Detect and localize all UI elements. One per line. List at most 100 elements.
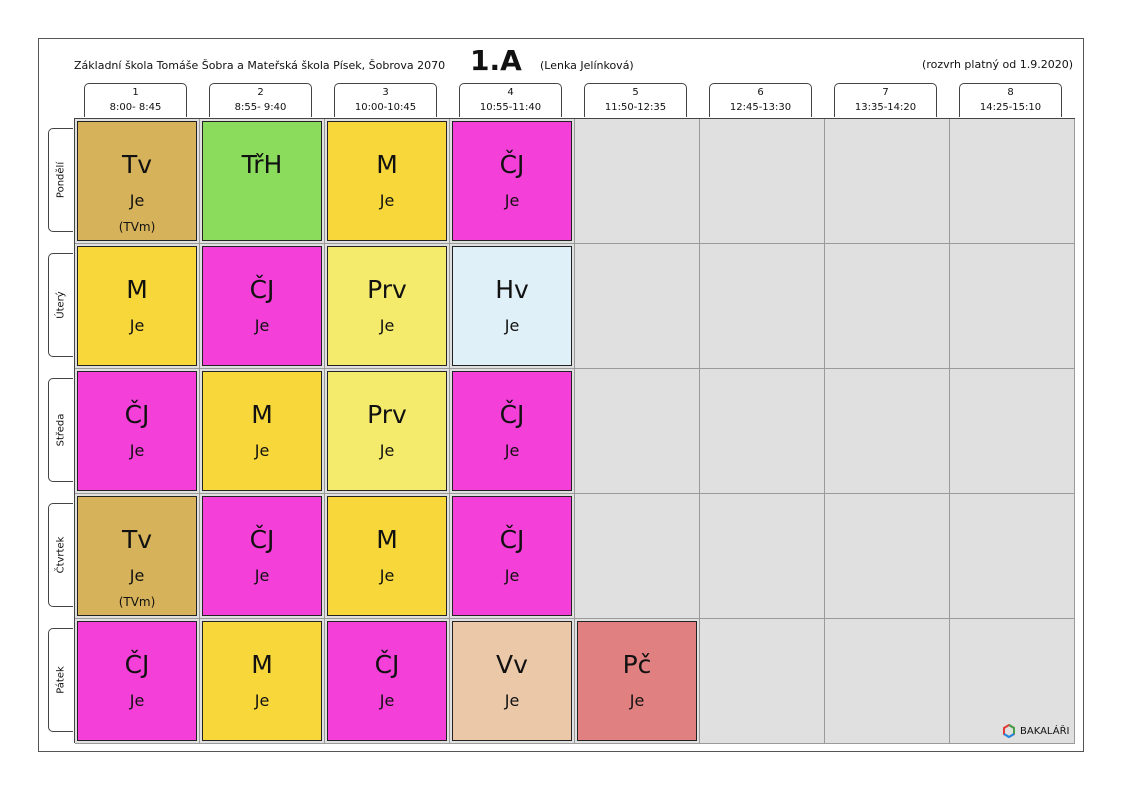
lesson-teacher: Je [254,566,270,585]
timetable-grid: Tv Je (TVm) TřH M Je ČJ Je M Je ČJ Je Prv Je Hv Je ČJ Je M… [74,118,1075,744]
lesson-teacher: Je [504,191,520,210]
empty-cell [825,494,950,619]
lesson-subject: ČJ [249,525,275,554]
bakalari-logo: BAKALÁŘI [1002,724,1069,738]
period-time: 14:25-15:10 [979,102,1042,113]
lesson-subject: ČJ [124,650,150,679]
lesson-cell: ČJ Je [200,494,325,619]
lesson-cell: Vv Je [450,619,575,744]
lesson-teacher: Je [379,691,395,710]
class-name: 1.A [470,44,522,77]
lesson-subject: Pč [622,650,652,679]
lesson-card: Pč Je [577,621,697,741]
day-label-2: Úterý [48,253,73,357]
lesson-card: M Je [327,121,447,241]
lesson-card: Hv Je [452,246,572,366]
period-header-8: 8 14:25-15:10 [959,83,1062,117]
lesson-card: Prv Je [327,371,447,491]
empty-cell [575,119,700,244]
lesson-teacher: Je [504,316,520,335]
lesson-subject: ČJ [499,150,525,179]
lesson-cell: ČJ Je [450,119,575,244]
lesson-cell: M Je [325,119,450,244]
empty-cell [575,244,700,369]
lesson-cell: Tv Je (TVm) [75,119,200,244]
period-number: 3 [382,87,389,98]
lesson-subject: Prv [367,400,407,429]
empty-cell [950,619,1075,744]
period-time: 10:00-10:45 [354,102,417,113]
lesson-subject: ČJ [374,650,400,679]
lesson-card: M Je [202,371,322,491]
period-number: 1 [132,87,139,98]
lesson-teacher: Je [129,191,145,210]
bakalari-logo-text: BAKALÁŘI [1020,725,1070,737]
period-time: 11:50-12:35 [604,102,667,113]
lesson-card: M Je [327,496,447,616]
day-label-4: Čtvrtek [48,503,73,607]
lesson-subject: Prv [367,275,407,304]
lesson-teacher: Je [379,441,395,460]
lesson-subject: M [251,400,273,429]
period-time: 12:45-13:30 [729,102,792,113]
lesson-card: ČJ Je [452,371,572,491]
lesson-teacher: Je [379,566,395,585]
lesson-cell: Pč Je [575,619,700,744]
lesson-cell: ČJ Je [75,369,200,494]
lesson-teacher: Je [504,691,520,710]
empty-cell [575,369,700,494]
lesson-teacher: Je [129,316,145,335]
lesson-card: Tv Je (TVm) [77,121,197,241]
empty-cell [700,119,825,244]
empty-cell [700,494,825,619]
empty-cell [825,369,950,494]
lesson-teacher: Je [254,441,270,460]
lesson-cell: Prv Je [325,369,450,494]
lesson-cell: TřH [200,119,325,244]
lesson-cell: ČJ Je [450,494,575,619]
class-teacher: (Lenka Jelínková) [540,59,634,72]
lesson-subject: M [376,525,398,554]
lesson-cell: Hv Je [450,244,575,369]
lesson-subject: TřH [241,150,283,179]
period-time: 10:55-11:40 [479,102,542,113]
lesson-card: ČJ Je [452,121,572,241]
lesson-subject: ČJ [124,400,150,429]
lesson-subject: ČJ [249,275,275,304]
lesson-subject: Tv [121,150,153,179]
lesson-card: ČJ Je [327,621,447,741]
day-name: Úterý [55,291,67,319]
lesson-card: ČJ Je [452,496,572,616]
period-time: 8:55- 9:40 [234,102,287,113]
lesson-card: Vv Je [452,621,572,741]
empty-cell [575,494,700,619]
lesson-cell: M Je [75,244,200,369]
lesson-subject: Tv [121,525,153,554]
day-name: Čtvrtek [55,536,67,574]
day-name: Pondělí [55,161,67,199]
lesson-cell: ČJ Je [75,619,200,744]
lesson-cell: M Je [325,494,450,619]
lesson-cell: M Je [200,619,325,744]
day-label-1: Pondělí [48,128,73,232]
lesson-subject: ČJ [499,400,525,429]
period-time: 8:00- 8:45 [109,102,162,113]
period-header-5: 5 11:50-12:35 [584,83,687,117]
lesson-cell: M Je [200,369,325,494]
period-time: 13:35-14:20 [854,102,917,113]
lesson-cell: ČJ Je [200,244,325,369]
lesson-card: Tv Je (TVm) [77,496,197,616]
lesson-card: M Je [77,246,197,366]
lesson-teacher: Je [379,191,395,210]
empty-cell [950,494,1075,619]
period-header-4: 4 10:55-11:40 [459,83,562,117]
period-header-3: 3 10:00-10:45 [334,83,437,117]
lesson-subject: ČJ [499,525,525,554]
lesson-card: TřH [202,121,322,241]
lesson-subject: Hv [495,275,529,304]
day-name: Středa [55,413,67,447]
empty-cell [825,244,950,369]
lesson-card: M Je [202,621,322,741]
period-header-1: 1 8:00- 8:45 [84,83,187,117]
day-label-3: Středa [48,378,73,482]
